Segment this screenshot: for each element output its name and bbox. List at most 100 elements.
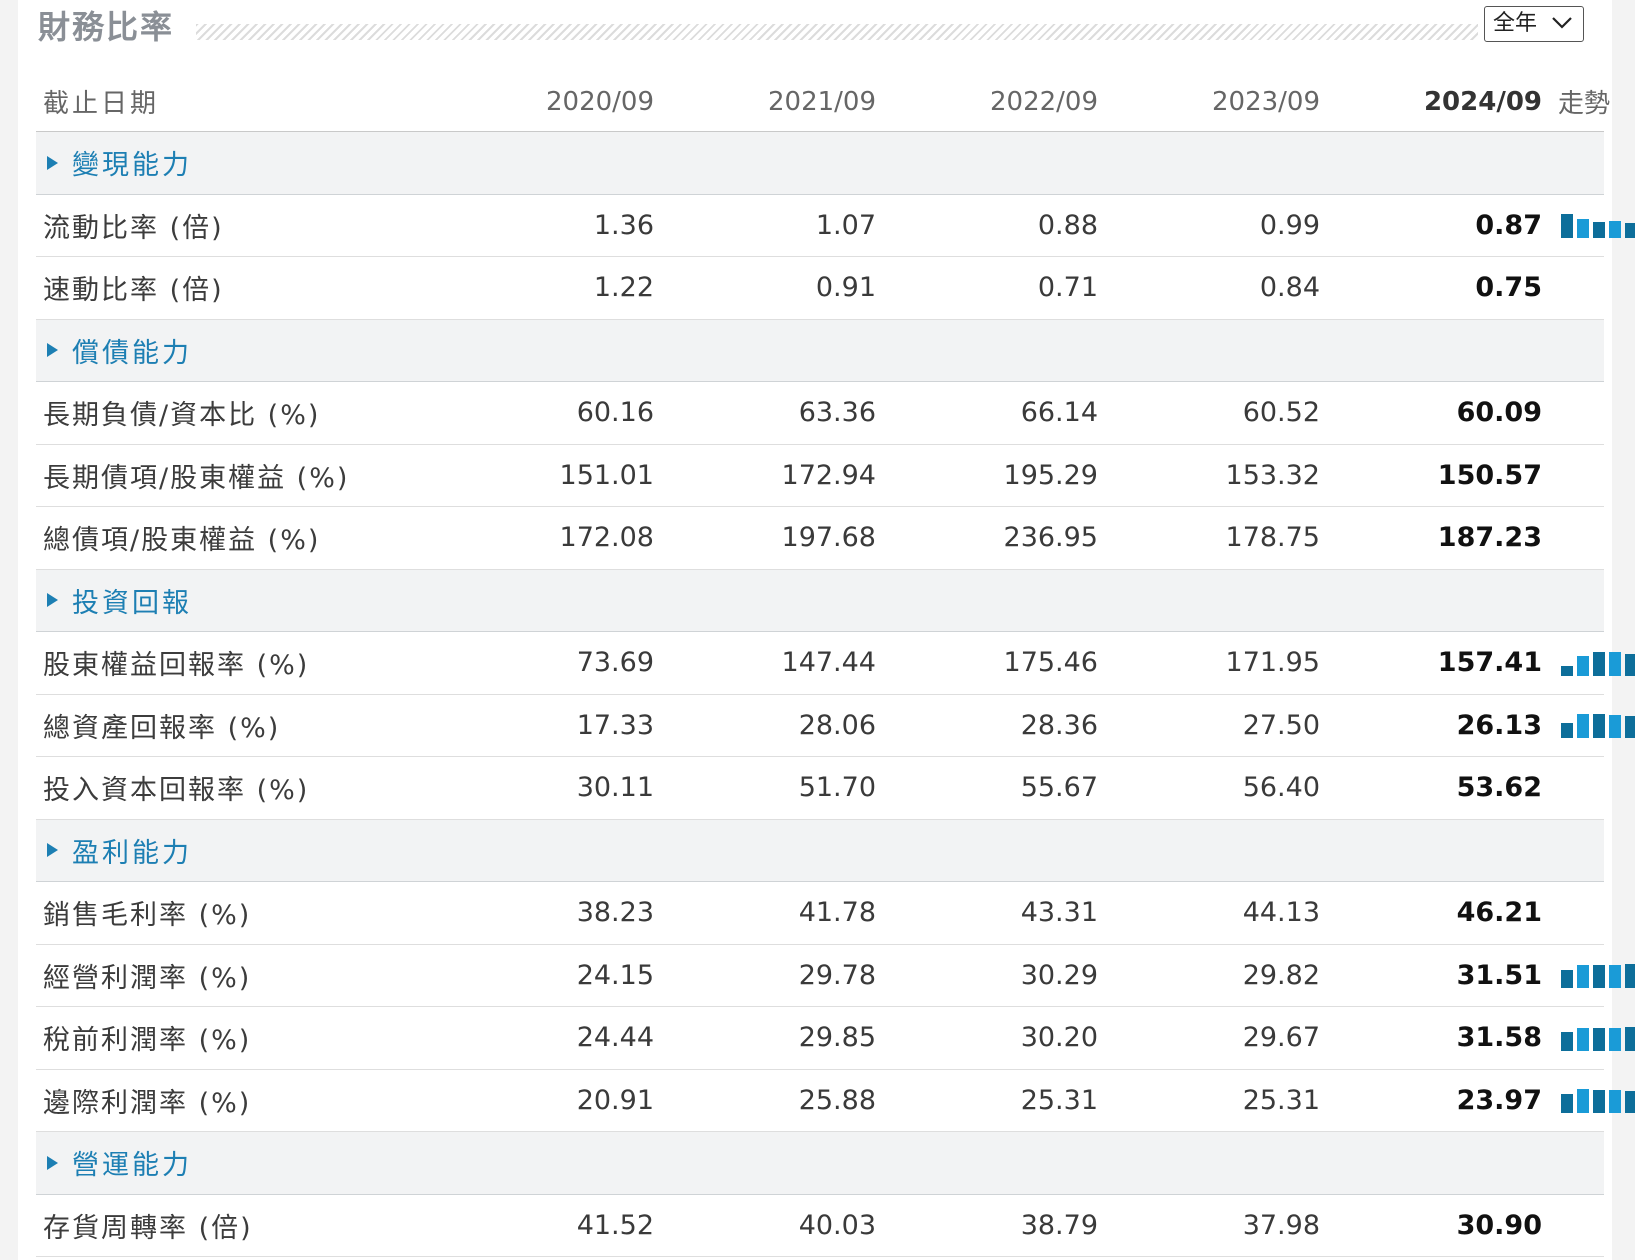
ratio-label: 股東權益回報率 (%) — [43, 650, 310, 682]
ratio-value: 38.79 — [1020, 1209, 1098, 1241]
ratio-value: 73.69 — [576, 647, 654, 679]
ratio-value: 29.82 — [1242, 959, 1320, 991]
ratio-value: 24.15 — [576, 959, 654, 991]
ratio-label: 長期債項/股東權益 (%) — [43, 462, 350, 494]
section-title: 償債能力 — [72, 337, 192, 369]
trend-bar — [1609, 1090, 1621, 1114]
column-header-year: 2022/09 — [989, 86, 1098, 117]
trend-bar — [1561, 665, 1573, 676]
ratio-value: 30.11 — [576, 772, 654, 804]
ratio-value: 24.44 — [576, 1022, 654, 1054]
ratio-value: 28.36 — [1020, 709, 1098, 741]
ratio-value: 63.36 — [798, 397, 876, 429]
section-toggle[interactable]: 投資回報 — [43, 570, 483, 632]
section-header-row[interactable]: 變現能力 — [36, 132, 1604, 195]
ratio-value: 1.22 — [593, 272, 654, 304]
column-header-year: 2021/09 — [767, 86, 876, 117]
trend-bar — [1625, 1091, 1635, 1114]
ratio-value: 28.06 — [798, 709, 876, 741]
trend-bar — [1577, 655, 1589, 676]
ratio-value: 1.07 — [815, 209, 876, 241]
ratio-label: 速動比率 (倍) — [43, 275, 224, 307]
ratio-value: 25.31 — [1242, 1084, 1320, 1116]
ratio-value-latest: 23.97 — [1456, 1084, 1542, 1116]
section-header-row[interactable]: 投資回報 — [36, 569, 1604, 632]
ratio-row: 存貨周轉率 (倍) 41.52 40.03 38.79 37.98 30.90 — [36, 1195, 1604, 1257]
trend-bar — [1625, 1026, 1635, 1051]
table-body: 變現能力 流動比率 (倍) 1.36 1.07 0.88 0.99 0.87 速動比率 (倍)… — [36, 132, 1635, 1257]
section-header-row[interactable]: 盈利能力 — [36, 819, 1604, 882]
ratio-value-latest: 46.21 — [1456, 897, 1542, 929]
ratio-label: 邊際利潤率 (%) — [43, 1087, 252, 1119]
ratio-value: 153.32 — [1225, 459, 1320, 491]
ratio-value: 172.08 — [559, 522, 654, 554]
ratio-value-latest: 157.41 — [1437, 647, 1542, 679]
section-toggle[interactable]: 變現能力 — [43, 132, 483, 194]
ratio-value: 175.46 — [1003, 647, 1098, 679]
ratio-label: 流動比率 (倍) — [43, 212, 224, 244]
ratio-value: 37.98 — [1242, 1209, 1320, 1241]
trend-bars — [1561, 1026, 1635, 1051]
trend-bar — [1593, 1090, 1605, 1114]
trend-bar — [1577, 1089, 1589, 1114]
ratio-value-latest: 150.57 — [1437, 459, 1542, 491]
trend-bars — [1561, 651, 1635, 676]
ratio-value: 20.91 — [576, 1084, 654, 1116]
ratio-value: 236.95 — [1003, 522, 1098, 554]
chevron-down-icon — [1552, 17, 1572, 29]
section-toggle[interactable]: 償債能力 — [43, 320, 483, 382]
period-select-value: 全年 — [1493, 11, 1538, 36]
trend-bars — [1561, 214, 1635, 239]
column-header-year-latest: 2024/09 — [1423, 86, 1542, 117]
panel-title: 財務比率 — [38, 8, 175, 46]
ratio-value: 147.44 — [781, 647, 876, 679]
ratio-label: 經營利潤率 (%) — [43, 962, 252, 994]
trend-sparkline[interactable] — [1561, 1007, 1635, 1069]
ratio-value: 0.84 — [1259, 272, 1320, 304]
ratio-value: 29.67 — [1242, 1022, 1320, 1054]
trend-bar — [1577, 965, 1589, 989]
panel-header: 財務比率 全年 — [18, 0, 1594, 52]
trend-bar — [1609, 651, 1621, 676]
trend-bars — [1561, 714, 1635, 739]
section-toggle[interactable]: 盈利能力 — [43, 820, 483, 882]
trend-sparkline[interactable] — [1561, 195, 1635, 257]
trend-bar — [1609, 965, 1621, 989]
ratios-table: 截止日期 2020/09 2021/09 2022/09 2023/09 202… — [36, 72, 1635, 1257]
ratio-row: 稅前利潤率 (%) 24.44 29.85 30.20 29.67 31.58 — [36, 1007, 1635, 1070]
ratio-value: 43.31 — [1020, 897, 1098, 929]
table-header-row: 截止日期 2020/09 2021/09 2022/09 2023/09 202… — [36, 72, 1610, 132]
trend-bar — [1561, 1094, 1573, 1114]
ratio-value: 55.67 — [1020, 772, 1098, 804]
section-header-row[interactable]: 營運能力 — [36, 1132, 1604, 1195]
trend-sparkline[interactable] — [1561, 1070, 1635, 1132]
trend-bar — [1561, 970, 1573, 989]
period-select[interactable]: 全年 — [1484, 6, 1584, 42]
ratio-row: 流動比率 (倍) 1.36 1.07 0.88 0.99 0.87 — [36, 195, 1635, 257]
trend-sparkline[interactable] — [1561, 945, 1635, 1007]
trend-bar — [1561, 214, 1573, 239]
ratio-value: 41.78 — [798, 897, 876, 929]
ratio-value: 41.52 — [576, 1209, 654, 1241]
section-title: 營運能力 — [72, 1150, 192, 1182]
ratio-row: 股東權益回報率 (%) 73.69 147.44 175.46 171.95 157.41 — [36, 632, 1635, 695]
ratio-value-latest: 53.62 — [1456, 772, 1542, 804]
section-toggle[interactable]: 營運能力 — [43, 1132, 483, 1194]
ratio-value: 30.20 — [1020, 1022, 1098, 1054]
trend-bar — [1577, 1027, 1589, 1051]
ratio-value: 56.40 — [1242, 772, 1320, 804]
trend-sparkline[interactable] — [1561, 695, 1635, 757]
ratio-value: 60.16 — [576, 397, 654, 429]
column-header-date: 截止日期 — [43, 89, 160, 119]
trend-sparkline[interactable] — [1561, 632, 1635, 694]
ratio-value: 171.95 — [1225, 647, 1320, 679]
section-title: 變現能力 — [72, 150, 192, 182]
ratio-value: 51.70 — [798, 772, 876, 804]
ratio-label: 總債項/股東權益 (%) — [43, 525, 321, 557]
ratio-value: 66.14 — [1020, 397, 1098, 429]
ratio-label: 投入資本回報率 (%) — [43, 775, 310, 807]
ratio-row: 銷售毛利率 (%) 38.23 41.78 43.31 44.13 46.21 — [36, 882, 1604, 945]
ratio-value: 0.88 — [1037, 209, 1098, 241]
section-header-row[interactable]: 償債能力 — [36, 319, 1604, 382]
caret-right-icon — [47, 843, 58, 858]
